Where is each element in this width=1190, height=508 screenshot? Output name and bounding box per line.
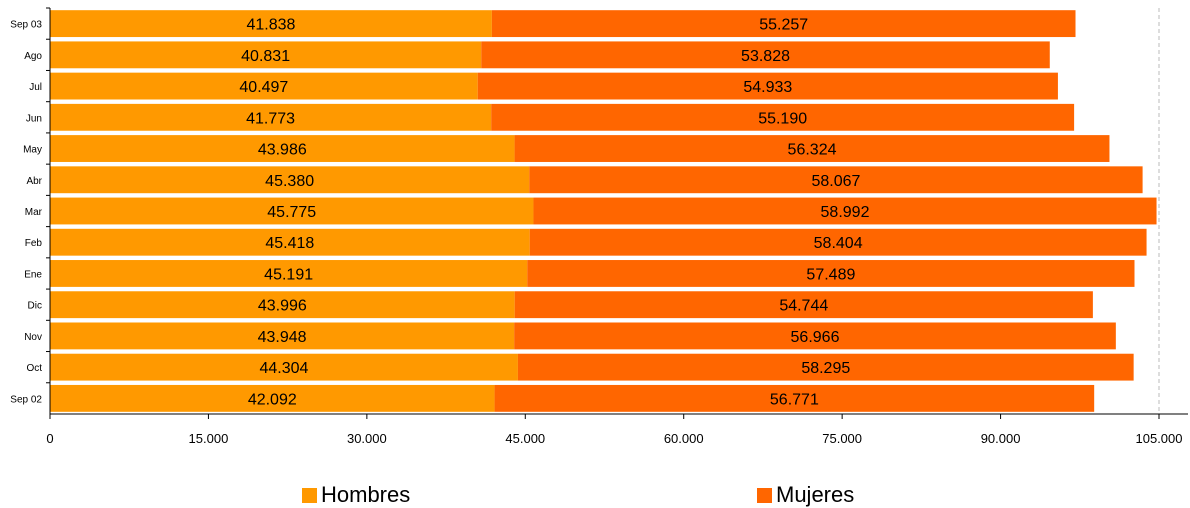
- bar-mujeres-6: [533, 197, 1157, 225]
- legend-label-mujeres: Mujeres: [776, 482, 855, 507]
- category-label-12: Sep 03: [10, 20, 42, 31]
- x-tick-label-2: 30.000: [347, 431, 387, 446]
- bar-hombres-0: [50, 384, 495, 412]
- data-label-mujeres-9: 55.190: [758, 110, 807, 127]
- legend-swatch-mujeres: [757, 487, 772, 503]
- data-label-mujeres-11: 53.828: [741, 48, 790, 65]
- bar-hombres-7: [50, 166, 530, 194]
- stacked-bar-chart: 42.092 56.771 44.304 58.295 43.948 56.966 43.9…: [10, 7, 1188, 446]
- bar-mujeres-5: [529, 228, 1147, 256]
- data-label-mujeres-8: 56.324: [788, 142, 837, 159]
- bar-mujeres-2: [514, 322, 1116, 350]
- data-label-hombres-7: 45.380: [265, 173, 314, 190]
- data-label-hombres-9: 41.773: [246, 110, 295, 127]
- x-tick-label-0: 0: [46, 431, 53, 446]
- category-label-4: Ene: [24, 269, 42, 280]
- category-label-5: Feb: [25, 238, 43, 249]
- data-label-mujeres-7: 58.067: [811, 173, 860, 190]
- category-label-2: Nov: [24, 332, 42, 343]
- data-label-mujeres-3: 54.744: [779, 298, 828, 315]
- data-label-mujeres-4: 57.489: [806, 266, 855, 283]
- data-label-hombres-12: 41.838: [246, 17, 295, 34]
- bar-mujeres-3: [514, 291, 1093, 319]
- bar-hombres-10: [50, 72, 478, 100]
- category-label-11: Ago: [24, 51, 42, 62]
- category-label-10: Jul: [29, 82, 42, 93]
- category-label-8: May: [23, 145, 42, 156]
- data-label-hombres-0: 42.092: [248, 391, 297, 408]
- legend-swatch-hombres: [302, 487, 317, 503]
- category-label-9: Jun: [26, 113, 42, 124]
- bar-mujeres-9: [491, 103, 1075, 131]
- x-tick-label-7: 105.000: [1136, 431, 1183, 446]
- bar-mujeres-8: [514, 135, 1110, 162]
- data-label-mujeres-2: 56.966: [791, 329, 840, 346]
- x-tick-label-3: 45.000: [505, 431, 545, 446]
- data-label-mujeres-0: 56.771: [770, 391, 819, 408]
- data-label-hombres-11: 40.831: [241, 48, 290, 65]
- data-label-hombres-3: 43.996: [258, 298, 307, 315]
- data-label-mujeres-5: 58.404: [814, 235, 863, 252]
- bar-mujeres-7: [529, 166, 1143, 194]
- bar-mujeres-12: [491, 10, 1076, 38]
- bar-hombres-8: [50, 135, 515, 162]
- bar-mujeres-11: [481, 41, 1050, 69]
- data-label-hombres-5: 45.418: [265, 235, 314, 252]
- bar-hombres-12: [50, 10, 492, 38]
- bar-mujeres-10: [477, 72, 1058, 100]
- bar-hombres-11: [50, 41, 482, 69]
- bar-hombres-6: [50, 197, 534, 225]
- x-tick-label-6: 90.000: [981, 431, 1021, 446]
- bar-hombres-3: [50, 291, 515, 319]
- bar-hombres-2: [50, 322, 515, 350]
- x-tick-label-1: 15.000: [189, 431, 229, 446]
- bar-hombres-1: [50, 353, 518, 381]
- x-tick-label-4: 60.000: [664, 431, 704, 446]
- legend-label-hombres: Hombres: [321, 482, 411, 507]
- bar-hombres-5: [50, 228, 530, 256]
- bar-mujeres-4: [527, 260, 1135, 287]
- bars-group: 42.092 56.771 44.304 58.295 43.948 56.966 43.9…: [50, 10, 1157, 412]
- category-label-3: Dic: [28, 301, 42, 312]
- data-label-mujeres-6: 58.992: [821, 204, 870, 221]
- data-label-mujeres-12: 55.257: [759, 17, 808, 34]
- data-label-hombres-4: 45.191: [264, 266, 313, 283]
- bar-mujeres-1: [517, 353, 1134, 381]
- data-label-hombres-2: 43.948: [258, 329, 307, 346]
- category-label-1: Oct: [26, 363, 42, 374]
- category-label-0: Sep 02: [10, 394, 42, 405]
- data-label-hombres-1: 44.304: [259, 360, 308, 377]
- x-tick-label-5: 75.000: [822, 431, 862, 446]
- legend-item-mujeres: Mujeres: [757, 482, 854, 508]
- data-label-mujeres-10: 54.933: [743, 79, 792, 96]
- bar-hombres-9: [50, 103, 492, 131]
- category-label-7: Abr: [26, 176, 42, 187]
- axes-group: Sep 02 Oct Nov Dic Ene Feb Mar Abr May Jun Jul Ago S…: [10, 7, 1188, 446]
- legend-item-hombres: Hombres: [302, 482, 410, 508]
- data-label-mujeres-1: 58.295: [801, 360, 850, 377]
- data-label-hombres-8: 43.986: [258, 142, 307, 159]
- bar-mujeres-0: [494, 384, 1095, 412]
- category-label-6: Mar: [25, 207, 43, 218]
- data-label-hombres-6: 45.775: [267, 204, 316, 221]
- data-label-hombres-10: 40.497: [239, 79, 288, 96]
- bar-hombres-4: [50, 260, 528, 287]
